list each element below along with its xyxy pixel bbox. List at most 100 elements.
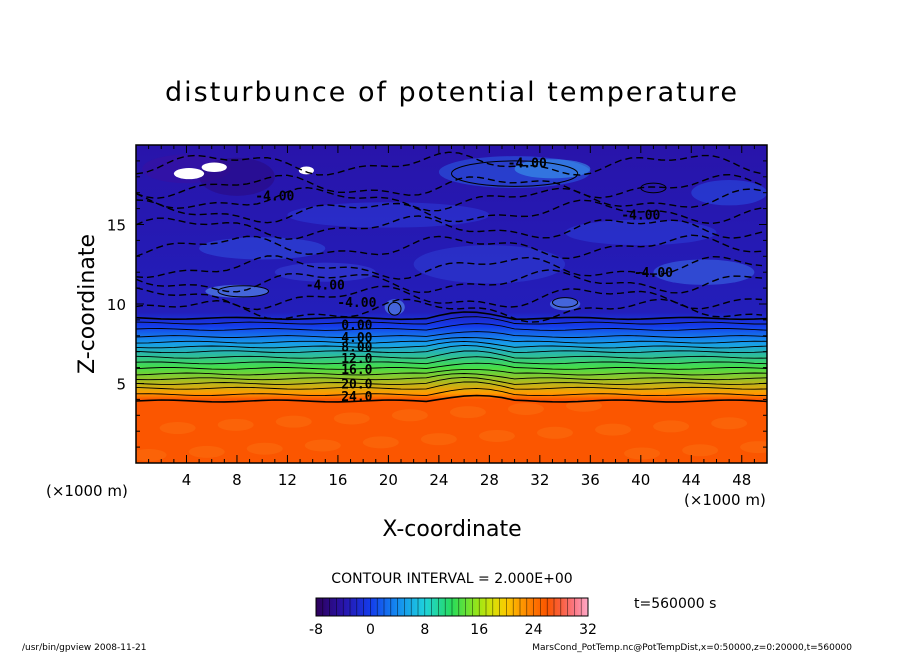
contour-line-dashed [136,199,763,225]
chart-title: disturbunce of potential temperature [165,77,739,108]
field-blob [691,179,767,206]
x-tick-label: 12 [278,471,297,489]
y-tick-label: 10 [107,296,126,314]
contour-closed [387,301,402,316]
footer-right: MarsCond_PotTemp.nc@PotTempDist,x=0:5000… [532,643,852,653]
contour-line-dashed [136,173,763,200]
field-speckle [362,436,399,449]
field-blob [274,262,376,282]
x-tick-label: 32 [530,471,549,489]
field-speckle [536,426,573,439]
x-tick-label: 4 [182,471,192,489]
contour-label: -4.00 [634,266,673,281]
contour-line [136,323,767,331]
contour-line [136,311,767,321]
contour-line-dashed [136,186,763,212]
x-tick-label: 44 [682,471,701,489]
colorbar-tick-label: 0 [366,622,375,638]
contour-label: 8.00 [341,341,372,356]
field-speckle [246,442,283,455]
time-label: t=560000 s [634,596,716,612]
plot-area: -4.00 -4.00 -4.00 -4.00 -4.00 -4.00 0.004.008.… [107,144,768,489]
field-speckle [478,429,515,442]
contour-line-dashed [136,255,763,280]
field-blob [199,237,326,260]
field-blob [549,297,581,311]
contour-line [136,340,767,349]
colorbar-tick-label: 8 [420,622,429,638]
colorbar-tick-label: 24 [525,622,543,638]
contour-line [136,373,767,381]
contour-line [136,316,767,325]
contour-line [136,394,767,403]
y-axis-ticks: 5 10 15 [107,144,767,464]
contour-line-dashed [136,285,763,311]
missing-data-patch [201,162,227,173]
field-blob [413,245,566,284]
contour-label: 12.0 [341,352,372,367]
colorbar-tick-label: 32 [579,622,597,638]
contour-line-dashed [136,298,763,323]
contour-line [136,387,767,397]
colorbar-dividers [322,598,582,616]
x-axis-ticks: 4 8 12 16 20 24 28 32 36 40 44 48 [135,145,768,489]
field-speckle [740,441,767,454]
colorbar: -8 0 8 16 24 32 [309,597,597,638]
contour-closed [640,182,667,194]
contour-closed [551,297,579,308]
x-tick-label: 40 [631,471,650,489]
field-speckle [304,439,341,452]
x-tick-label: 36 [581,471,600,489]
colorbar-tick-label: 16 [470,622,488,638]
field-speckle [275,415,312,428]
contour-line-dashed [136,151,763,176]
field-speckle [449,406,486,419]
contour-label: -4.00 [306,279,345,294]
contour-label: -4.00 [255,190,294,205]
field-speckle [420,433,457,446]
field-speckle [711,417,748,430]
contour-label: 20.0 [341,377,372,392]
x-tick-label: 48 [732,471,751,489]
contour-line [136,368,767,376]
contour-labels: -4.00 -4.00 -4.00 -4.00 -4.00 -4.00 0.004.008.… [255,156,673,405]
field-blob [565,219,717,246]
colorbar-ticks: -8 0 8 16 24 32 [309,622,597,638]
contour-line [136,344,767,354]
field-speckle [159,422,196,435]
field-blob [384,299,405,316]
x-axis-label: X-coordinate [382,517,521,542]
x-tick-label: 8 [232,471,242,489]
x-unit-left: (×1000 m) [46,482,128,500]
field-speckle [595,423,632,436]
contour-label: 0.00 [341,318,372,333]
field-speckle [566,399,603,412]
x-tick-label: 24 [429,471,448,489]
contour-label: -4.00 [621,209,660,224]
y-axis-label: Z-coordinate [75,234,100,374]
contour-line [136,376,767,385]
contour-line-dashed [136,269,763,294]
x-unit-right: (×1000 m) [684,491,766,509]
field-speckle [653,420,690,433]
contour-line-dashed [136,234,763,260]
contour-closed [217,285,270,298]
contour-line-dashed [136,215,763,240]
contour-line [136,331,767,338]
field-blob [653,259,755,285]
contour-label: -4.00 [337,296,376,311]
field-speckle [333,412,370,425]
contour-line [136,350,767,359]
x-tick-label: 16 [328,471,347,489]
colorbar-tick-label: -8 [309,622,323,638]
contour-line [136,356,767,365]
field-speckle [188,445,225,458]
contour-interval: CONTOUR INTERVAL = 2.000E+00 [331,571,572,587]
footer-left: /usr/bin/gpview 2008-11-21 [22,643,146,653]
contour-closed [450,160,579,187]
contour-line [136,337,767,344]
contour-label: -4.00 [508,156,547,171]
y-tick-label: 15 [107,217,126,235]
field-speckle [682,444,719,457]
